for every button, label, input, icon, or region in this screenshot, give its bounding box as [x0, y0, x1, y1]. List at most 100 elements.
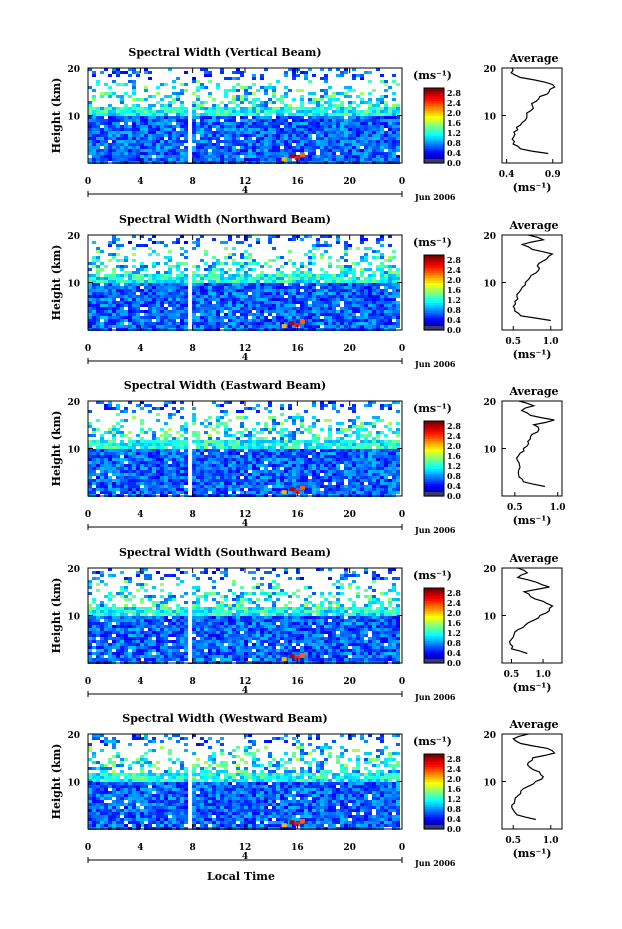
- colorbar-tick-label: 2.0: [447, 608, 461, 618]
- x-tick-label: 0: [85, 843, 91, 853]
- colorbar-tick-label: 0.0: [447, 491, 461, 501]
- colorbar-frame: [423, 420, 445, 497]
- colorbar-tick-label: 1.2: [447, 794, 461, 804]
- y-tick-label: 20: [67, 731, 80, 741]
- average-profile-line: [511, 733, 556, 821]
- panel-title: Spectral Width (Eastward Beam): [124, 379, 326, 392]
- heatmap: [88, 568, 400, 664]
- colorbar-tick-label: 0.4: [447, 648, 461, 658]
- average-y-tick-label: 20: [483, 731, 496, 741]
- average-y-tick-label: 20: [483, 232, 496, 242]
- hot-spot: [299, 319, 305, 324]
- average-title: Average: [508, 52, 558, 65]
- panel-title: Spectral Width (Southward Beam): [119, 546, 331, 559]
- x-tick-label: 8: [190, 677, 196, 687]
- data-gap: [188, 734, 193, 829]
- x-tick-label: 12: [239, 510, 252, 520]
- x-tick-label: 0: [399, 177, 405, 187]
- x-tick-label: 20: [343, 510, 356, 520]
- date-label: Jun 2006: [414, 692, 456, 702]
- average-profile-line: [515, 400, 555, 488]
- x-tick-label: 16: [291, 177, 304, 187]
- panel-4: Spectral Width (Southward Beam) 10 20 Heigh…: [50, 546, 563, 702]
- hot-spot: [289, 820, 295, 825]
- panel-1: Spectral Width (Vertical Beam) 10 20 Height…: [50, 46, 563, 202]
- data-gap: [188, 235, 193, 330]
- average-x-tick-label: 1.0: [535, 670, 551, 680]
- average-x-tick-label: 1.0: [543, 836, 559, 846]
- colorbar: [423, 753, 445, 830]
- panel-2: Spectral Width (Northward Beam) 10 20 Heigh…: [50, 213, 563, 369]
- y-axis-label: Height (km): [50, 78, 63, 154]
- colorbar-tick-label: 0.8: [447, 138, 461, 148]
- x-tick-label: 4: [137, 510, 143, 520]
- panel-title: Spectral Width (Vertical Beam): [128, 46, 321, 59]
- x-tick-label: 16: [291, 843, 304, 853]
- average-y-tick-label: 20: [483, 398, 496, 408]
- colorbar-tick-label: 2.8: [447, 588, 461, 598]
- x-tick-label: 12: [239, 843, 252, 853]
- day-label: 4: [242, 519, 248, 529]
- colorbar-tick-label: 2.4: [447, 431, 461, 441]
- x-tick-label: 16: [291, 677, 304, 687]
- colorbar-tick-label: 2.8: [447, 754, 461, 764]
- x-tick-label: 12: [239, 677, 252, 687]
- colorbar-tick-label: 1.2: [447, 628, 461, 638]
- average-title: Average: [508, 718, 558, 731]
- average-profile-line: [512, 234, 554, 322]
- x-tick-label: 0: [85, 177, 91, 187]
- average-x-label: (ms⁻¹): [513, 681, 552, 694]
- x-tick-label: 0: [399, 344, 405, 354]
- heatmap: [88, 401, 400, 497]
- average-x-label: (ms⁻¹): [513, 514, 552, 527]
- average-profile-line: [510, 67, 556, 155]
- hot-spot: [289, 654, 295, 659]
- hot-spot: [289, 154, 295, 159]
- hot-spot: [289, 487, 295, 492]
- colorbar-unit: (ms⁻¹): [413, 569, 452, 582]
- average-y-tick-label: 10: [483, 113, 496, 123]
- colorbar-tick-label: 0.8: [447, 471, 461, 481]
- average-x-tick-label: 0.4: [499, 170, 515, 180]
- average-frame: [501, 733, 563, 830]
- x-tick-label: 0: [85, 344, 91, 354]
- hot-spot: [299, 652, 305, 657]
- hot-spot: [299, 818, 305, 823]
- x-tick-label: 0: [85, 510, 91, 520]
- average-x-tick-label: 0.9: [545, 170, 561, 180]
- colorbar-unit: (ms⁻¹): [413, 69, 452, 82]
- colorbar-tick-label: 2.8: [447, 88, 461, 98]
- average-y-tick-label: 20: [483, 565, 496, 575]
- colorbar-floor: [424, 825, 444, 829]
- y-tick-label: 10: [67, 446, 80, 456]
- x-tick-label: 8: [190, 177, 196, 187]
- colorbar-frame: [423, 587, 445, 664]
- colorbar-tick-label: 1.6: [447, 784, 461, 794]
- colorbar-frame: [423, 254, 445, 331]
- colorbar-tick-label: 0.4: [447, 315, 461, 325]
- x-tick-label: 8: [190, 344, 196, 354]
- colorbar-tick-label: 2.0: [447, 275, 461, 285]
- colorbar-tick-label: 1.2: [447, 461, 461, 471]
- average-title: Average: [508, 552, 558, 565]
- date-label: Jun 2006: [414, 192, 456, 202]
- average-y-tick-label: 10: [483, 779, 496, 789]
- y-axis-label: Height (km): [50, 744, 63, 820]
- y-tick-label: 20: [67, 565, 80, 575]
- y-tick-label: 20: [67, 65, 80, 75]
- colorbar-tick-label: 2.8: [447, 255, 461, 265]
- colorbar-tick-label: 2.4: [447, 265, 461, 275]
- x-tick-label: 4: [137, 344, 143, 354]
- data-gap: [188, 568, 193, 663]
- average-profile-line: [508, 567, 554, 655]
- colorbar-tick-label: 2.0: [447, 441, 461, 451]
- average-x-tick-label: 0.5: [507, 503, 523, 513]
- average-x-tick-label: 0.5: [505, 836, 521, 846]
- colorbar-tick-label: 1.2: [447, 128, 461, 138]
- colorbar-tick-label: 1.6: [447, 285, 461, 295]
- day-label: 4: [242, 353, 248, 363]
- hot-spot: [299, 152, 305, 157]
- y-axis-label: Height (km): [50, 245, 63, 321]
- x-tick-label: 4: [137, 677, 143, 687]
- colorbar-tick-label: 1.6: [447, 118, 461, 128]
